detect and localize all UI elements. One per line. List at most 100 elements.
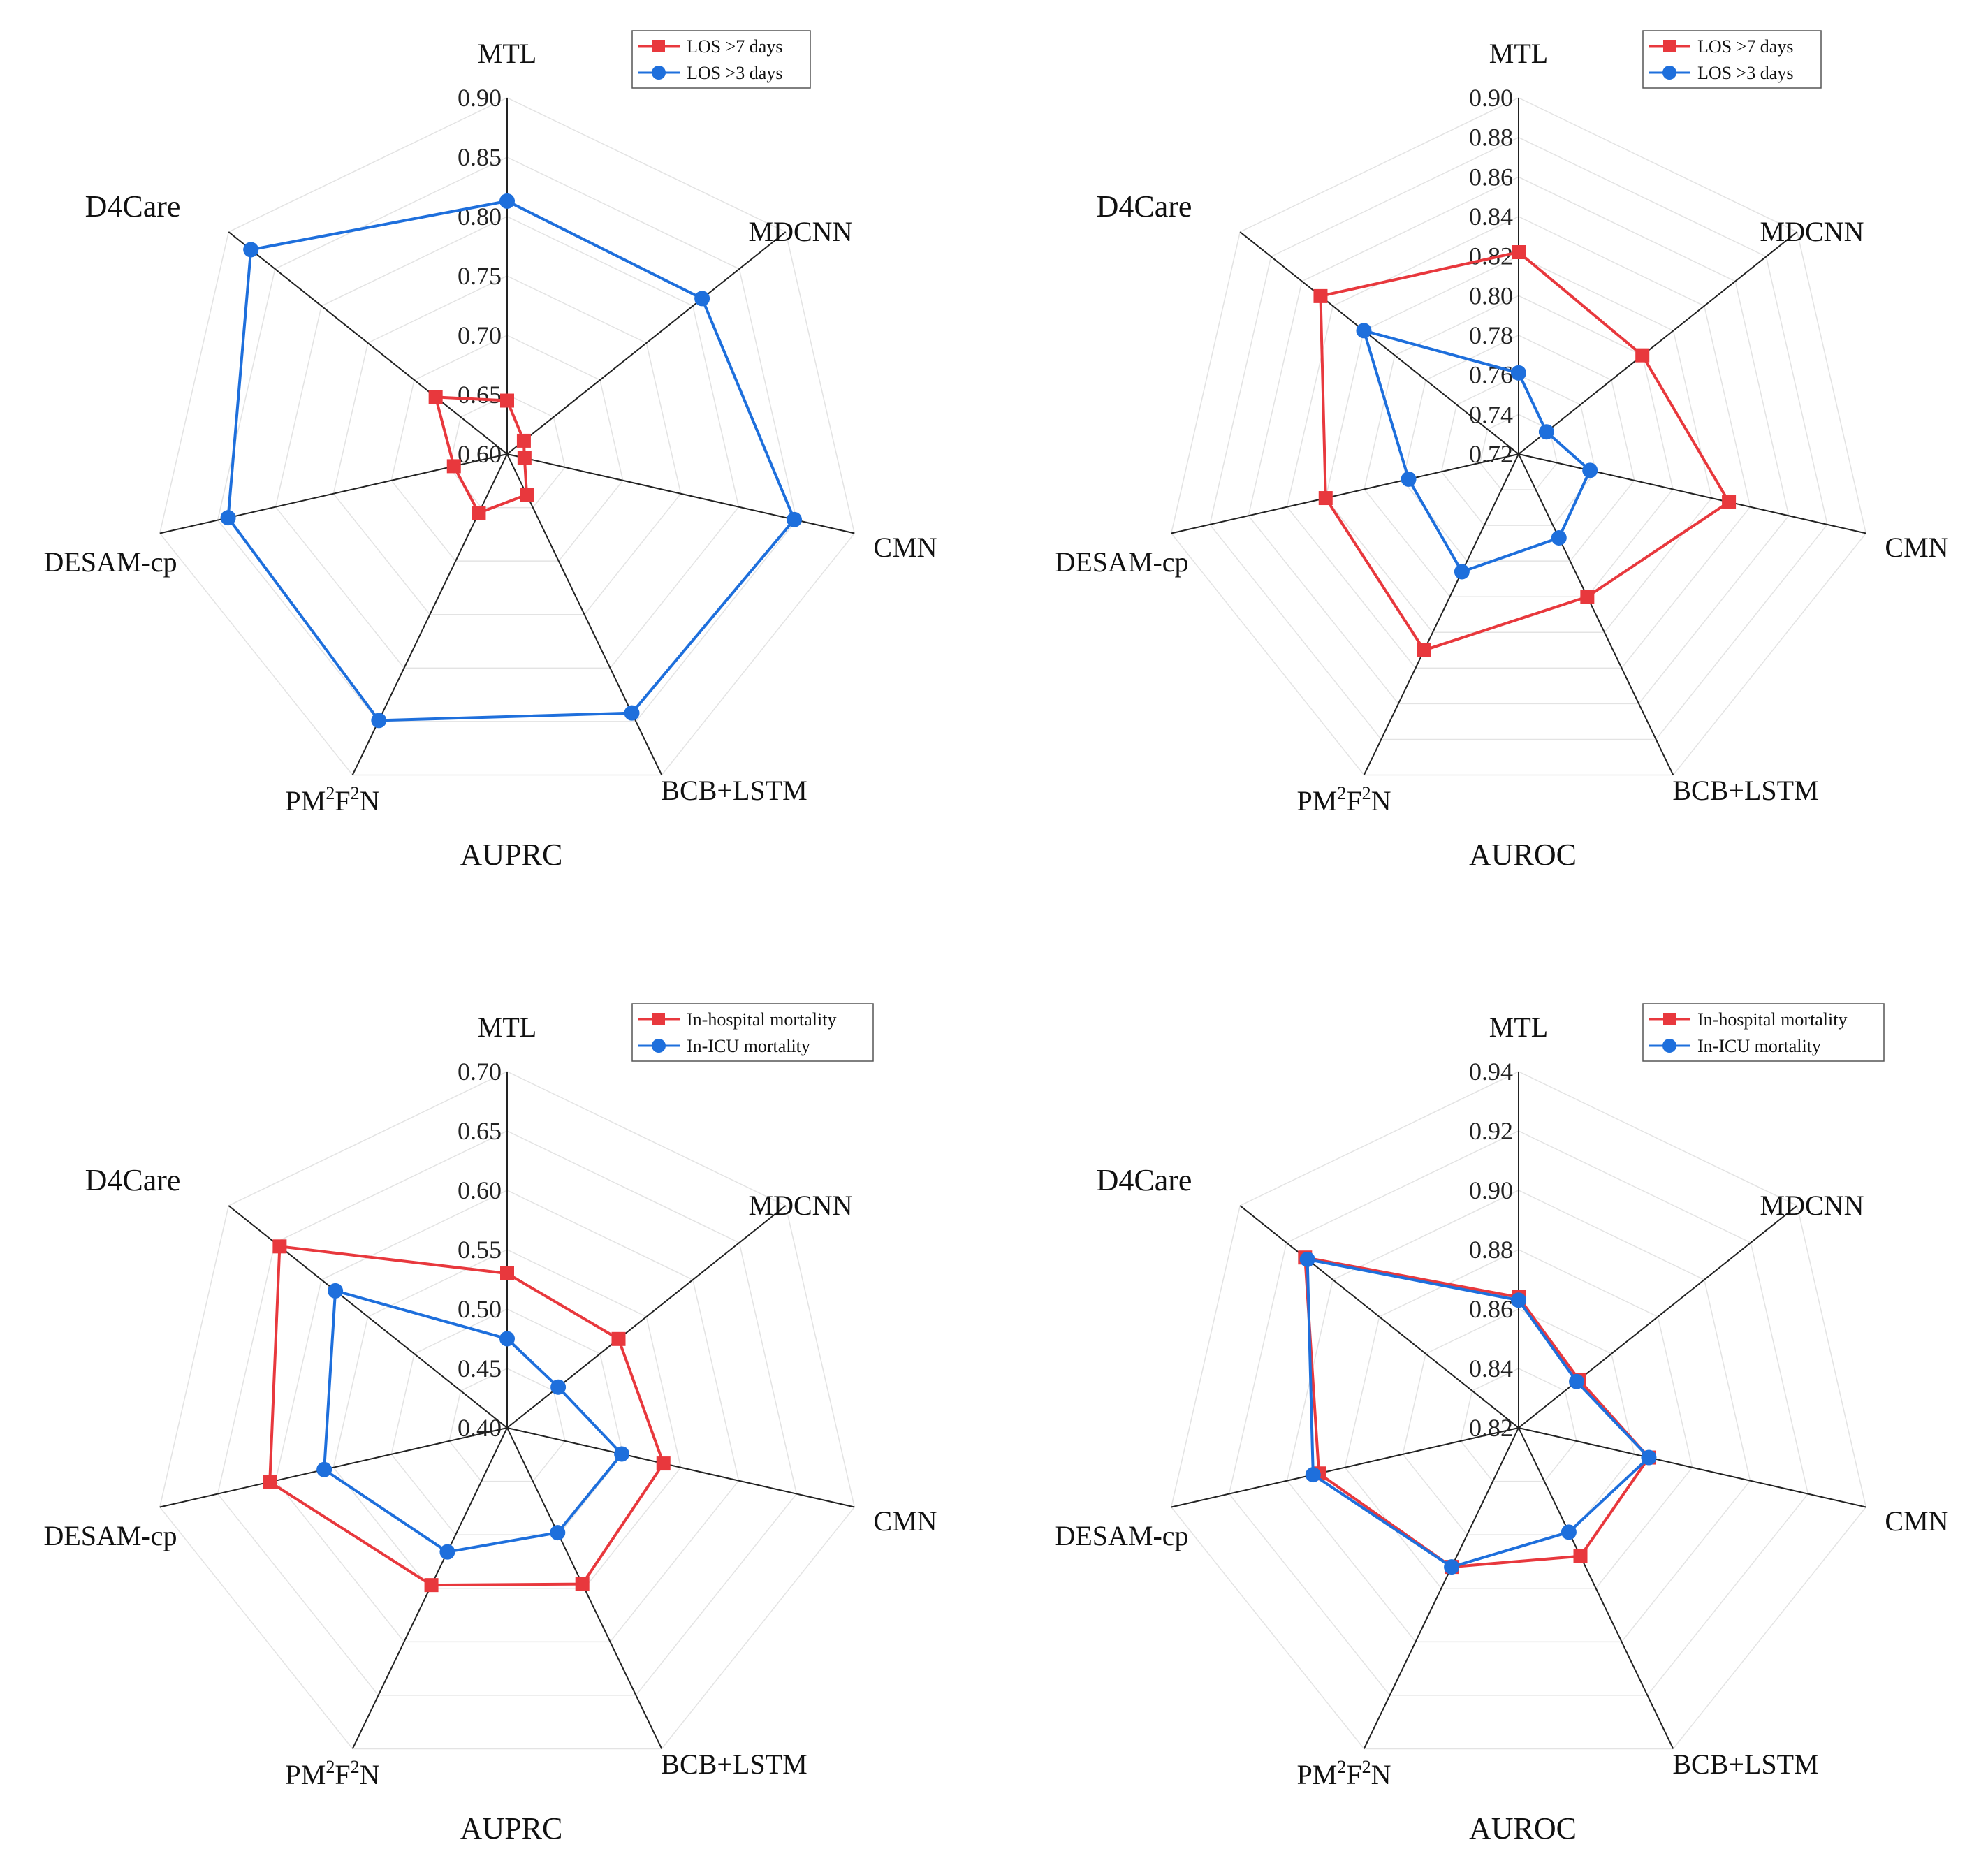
data-point-circle bbox=[1454, 564, 1470, 580]
data-point-square bbox=[520, 488, 534, 502]
data-point-circle bbox=[243, 242, 259, 258]
grid-ring bbox=[1440, 374, 1597, 526]
grid-ring bbox=[390, 1308, 624, 1535]
axis-label-desam-cp: DESAM-cp bbox=[1055, 546, 1188, 578]
grid-ring bbox=[1460, 1368, 1577, 1482]
axis-spoke bbox=[1518, 1427, 1674, 1749]
tick-label: 0.90 bbox=[1469, 1176, 1513, 1204]
tick-label: 0.55 bbox=[458, 1236, 502, 1264]
axis-label-desam-cp: DESAM-cp bbox=[43, 546, 177, 578]
data-point-square bbox=[428, 390, 443, 404]
data-point-circle bbox=[1299, 1251, 1315, 1267]
data-point-square bbox=[517, 451, 532, 465]
grid-ring bbox=[1402, 1308, 1635, 1535]
axis-label-mdcnn: MDCNN bbox=[749, 216, 853, 247]
grid-ring bbox=[159, 97, 856, 776]
data-point-circle bbox=[439, 1544, 455, 1560]
data-point-square bbox=[1580, 590, 1595, 604]
tick-label: 0.74 bbox=[1469, 400, 1513, 428]
data-point-square bbox=[656, 1456, 671, 1471]
data-point-circle bbox=[1444, 1559, 1460, 1575]
legend: In-hospital mortality In-ICU mortality bbox=[1642, 1003, 1885, 1062]
data-point-circle bbox=[371, 713, 387, 729]
grid-ring bbox=[448, 394, 566, 509]
tick-label: 0.70 bbox=[458, 1058, 502, 1086]
grid-ring bbox=[1364, 295, 1674, 597]
data-point-circle bbox=[1582, 462, 1598, 478]
tick-label: 0.80 bbox=[1469, 282, 1513, 309]
axis-spoke bbox=[1518, 231, 1798, 455]
data-point-square bbox=[272, 1239, 287, 1254]
axis-label-pm2f2n: PM2F2N bbox=[286, 1757, 380, 1790]
data-point-square bbox=[1573, 1549, 1588, 1563]
legend: In-hospital mortality In-ICU mortality bbox=[631, 1003, 874, 1062]
series-line-blue bbox=[1362, 329, 1592, 573]
legend-entry: In-ICU mortality bbox=[1697, 1036, 1821, 1056]
tick-label: 0.60 bbox=[458, 440, 502, 468]
data-point-square bbox=[1417, 643, 1431, 657]
tick-label: 0.88 bbox=[1469, 1236, 1513, 1264]
data-point-square bbox=[263, 1475, 277, 1489]
axis-spoke bbox=[1239, 1205, 1519, 1429]
grid-ring bbox=[1170, 1071, 1867, 1750]
data-point-circle bbox=[316, 1461, 332, 1477]
data-point-circle bbox=[614, 1446, 630, 1462]
data-point-square bbox=[1512, 245, 1526, 259]
legend-marker-square bbox=[1663, 40, 1676, 52]
axis-label-pm2f2n: PM2F2N bbox=[1297, 783, 1391, 817]
axis-label-mtl: MTL bbox=[478, 38, 536, 69]
tick-label: 0.88 bbox=[1469, 124, 1513, 152]
axis-label-d4care: D4Care bbox=[1097, 1163, 1192, 1197]
axis-label-mdcnn: MDCNN bbox=[1760, 1190, 1864, 1221]
tick-label: 0.78 bbox=[1469, 321, 1513, 349]
data-point-circle bbox=[1511, 1292, 1526, 1308]
data-point-circle bbox=[694, 291, 710, 307]
axis-spoke bbox=[1363, 453, 1519, 775]
tick-label: 0.84 bbox=[1469, 203, 1513, 231]
axis-spoke bbox=[506, 231, 787, 455]
axis-label-d4care: D4Care bbox=[85, 1163, 181, 1197]
grid-ring bbox=[275, 216, 740, 669]
axis-spoke bbox=[506, 453, 663, 775]
legend-entry: LOS >7 days bbox=[1697, 36, 1793, 57]
axis-label-d4care: D4Care bbox=[1097, 189, 1192, 224]
legend-entry: In-hospital mortality bbox=[687, 1009, 836, 1030]
axis-spoke bbox=[506, 1427, 855, 1508]
radar-panel-2: 0.720.740.760.780.800.820.840.860.880.90… bbox=[1055, 30, 1949, 872]
tick-label: 0.94 bbox=[1469, 1058, 1513, 1086]
radar-panel-1: 0.600.650.700.750.800.850.90MTLMDCNNCMNB… bbox=[43, 30, 937, 872]
axis-spoke bbox=[1171, 453, 1519, 534]
legend: LOS >7 days LOS >3 days bbox=[631, 30, 811, 89]
data-point-circle bbox=[1511, 365, 1526, 381]
data-point-square bbox=[446, 459, 461, 474]
axis-label-pm2f2n: PM2F2N bbox=[1297, 1757, 1391, 1790]
axis-spoke bbox=[1518, 1427, 1866, 1508]
legend-entry: LOS >7 days bbox=[687, 36, 782, 57]
tick-label: 0.82 bbox=[1469, 1414, 1513, 1442]
legend-entry: LOS >3 days bbox=[687, 63, 782, 83]
metric-title: AUPRC bbox=[460, 838, 563, 872]
axis-label-bcb-lstm: BCB+LSTM bbox=[1672, 775, 1818, 806]
tick-label: 0.65 bbox=[458, 381, 502, 409]
tick-label: 0.72 bbox=[1469, 440, 1513, 468]
tick-label: 0.70 bbox=[458, 321, 502, 349]
axis-label-d4care: D4Care bbox=[85, 189, 181, 224]
data-point-circle bbox=[550, 1379, 567, 1395]
axis-spoke bbox=[1239, 231, 1519, 455]
axis-label-mdcnn: MDCNN bbox=[749, 1190, 853, 1221]
axis-label-mtl: MTL bbox=[478, 1011, 536, 1043]
grid-ring bbox=[1170, 97, 1867, 776]
axis-spoke bbox=[1518, 1205, 1798, 1429]
axis-label-desam-cp: DESAM-cp bbox=[43, 1520, 177, 1551]
grid-ring bbox=[1286, 216, 1751, 669]
grid-ring bbox=[1286, 1190, 1751, 1643]
axis-label-cmn: CMN bbox=[873, 532, 937, 563]
data-point-circle bbox=[787, 511, 803, 527]
axis-label-bcb-lstm: BCB+LSTM bbox=[1672, 1748, 1818, 1780]
data-point-circle bbox=[1551, 529, 1567, 546]
axis-spoke bbox=[1171, 1427, 1519, 1508]
axis-label-bcb-lstm: BCB+LSTM bbox=[661, 775, 807, 806]
axis-spoke bbox=[1518, 453, 1866, 534]
tick-label: 0.85 bbox=[458, 143, 502, 171]
data-point-circle bbox=[1538, 424, 1554, 440]
